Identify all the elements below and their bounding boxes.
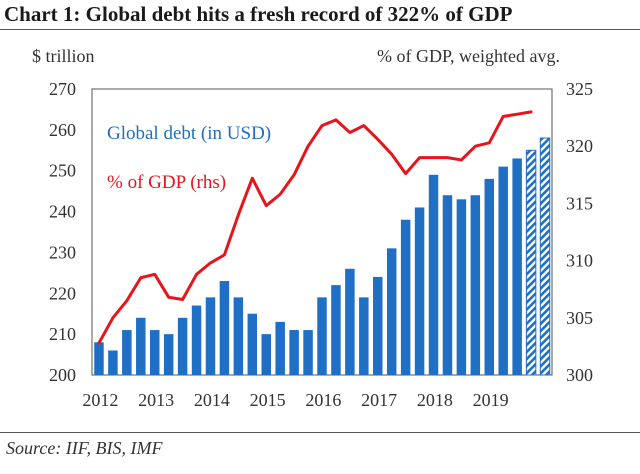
title-divider	[0, 29, 640, 30]
left-tick-label: 260	[49, 120, 76, 140]
legend-pct-gdp: % of GDP (rhs)	[107, 172, 226, 193]
bar-2017Q2	[386, 248, 397, 375]
bar-2016Q3	[345, 268, 355, 375]
source-divider	[0, 432, 640, 433]
left-tick-label: 230	[49, 242, 76, 262]
x-tick-label-2018: 2018	[417, 390, 453, 410]
bar-2014Q1	[205, 297, 216, 375]
left-tick-label: 200	[49, 365, 76, 385]
x-tick-label-2019: 2019	[473, 390, 509, 410]
bar-2013Q2	[163, 334, 174, 375]
right-tick-label: 310	[566, 251, 593, 271]
bar-2015Q2	[275, 321, 285, 375]
bar-2016Q2	[331, 285, 341, 375]
bar-2013Q3	[177, 317, 188, 375]
bar-2019Q1	[484, 178, 495, 375]
x-tick-label-2012: 2012	[82, 390, 118, 410]
bar-2019Q4	[525, 149, 537, 376]
pct-gdp-line	[97, 110, 533, 345]
x-tick-label-2016: 2016	[305, 390, 341, 410]
bar-2018Q3	[456, 199, 467, 375]
left-tick-label: 220	[49, 283, 76, 303]
right-tick-label: 315	[566, 193, 593, 213]
bar-2019Q3	[512, 158, 522, 375]
bar-2017Q4	[414, 207, 425, 375]
legend-global-debt: Global debt (in USD)	[107, 123, 271, 144]
x-tick-label-2015: 2015	[250, 390, 286, 410]
x-tick-label-2014: 2014	[194, 390, 230, 410]
bar-2015Q4	[303, 330, 313, 375]
bar-2012Q2	[108, 350, 118, 375]
bar-2018Q2	[442, 195, 453, 375]
x-tick-label-2017: 2017	[361, 390, 397, 410]
bar-2015Q3	[289, 330, 299, 375]
bar-2013Q1	[149, 330, 160, 375]
bar-2014Q4	[247, 313, 258, 375]
left-axis-unit: $ trillion	[32, 46, 95, 66]
bar-2012Q4	[136, 317, 146, 375]
bar-2018Q4	[470, 195, 481, 375]
bar-2016Q4	[359, 297, 369, 375]
left-tick-label: 210	[49, 324, 76, 344]
bar-2016Q1	[317, 297, 327, 375]
left-tick-label: 250	[49, 161, 76, 181]
right-tick-label: 305	[566, 308, 593, 328]
x-tick-label-2013: 2013	[138, 390, 174, 410]
left-tick-label: 240	[49, 202, 76, 222]
bar-2017Q1	[373, 276, 383, 375]
right-tick-label: 320	[566, 136, 593, 156]
bar-2014Q3	[233, 297, 244, 375]
bar-2018Q1	[428, 174, 439, 375]
bar-2012Q1	[94, 342, 104, 375]
bar-2019Q2	[498, 166, 508, 375]
right-axis-unit: % of GDP, weighted avg.	[377, 46, 560, 66]
bar-2014Q2	[219, 281, 230, 375]
right-tick-label: 300	[566, 365, 593, 385]
right-tick-label: 325	[566, 79, 593, 99]
source-note: Source: IIF, BIS, IMF	[6, 438, 163, 458]
chart-title: Chart 1: Global debt hits a fresh record…	[4, 2, 513, 26]
bar-2013Q4	[191, 305, 202, 375]
left-tick-label: 270	[49, 79, 76, 99]
bar-2015Q1	[261, 334, 271, 375]
bar-2017Q3	[400, 219, 411, 375]
bar-2020Q1	[539, 137, 551, 376]
chart-svg: 200 210 220 230 240 250 260 270 300 305 310 315 320…	[49, 79, 593, 410]
bar-2012Q3	[122, 330, 132, 375]
